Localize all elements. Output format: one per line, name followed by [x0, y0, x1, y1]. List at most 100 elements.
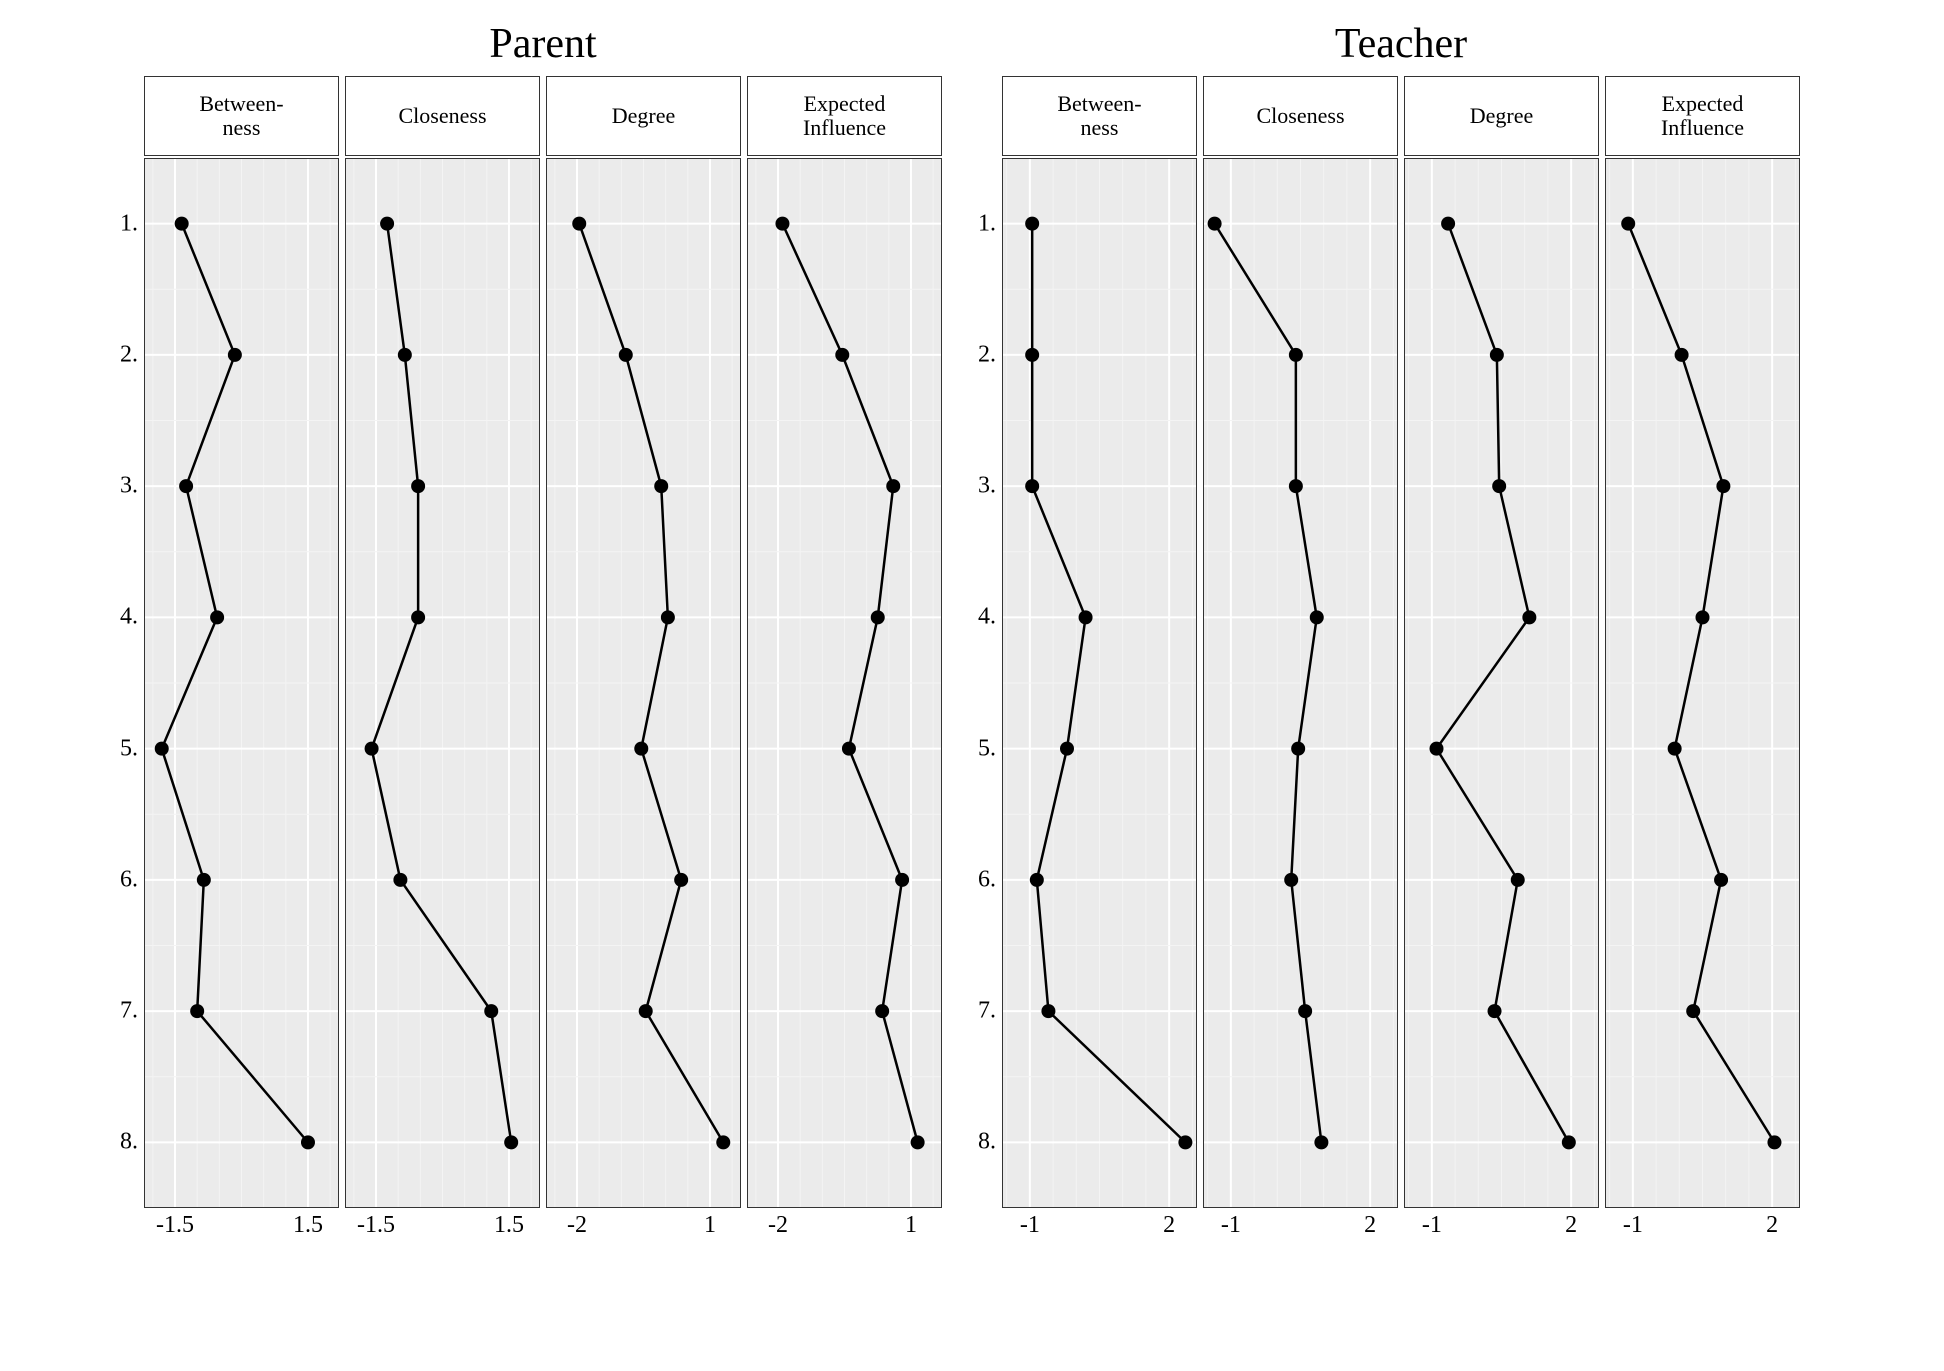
data-point: [895, 873, 909, 887]
data-point: [1208, 217, 1222, 231]
data-point: [1696, 610, 1710, 624]
data-point: [228, 348, 242, 362]
panel-strip-label: Expected Influence: [747, 76, 942, 156]
panel-svg: [1203, 158, 1398, 1208]
panel-strip-label: Closeness: [1203, 76, 1398, 156]
x-tick-label: 2: [1565, 1208, 1577, 1239]
data-point: [1492, 479, 1506, 493]
data-point: [393, 873, 407, 887]
y-tick-label: 5.: [120, 735, 144, 762]
data-point: [1522, 610, 1536, 624]
y-tick-label: 6.: [978, 866, 1002, 893]
data-point: [1289, 479, 1303, 493]
data-point: [210, 610, 224, 624]
panel-svg: [546, 158, 741, 1208]
panel-svg: [345, 158, 540, 1208]
x-tick-label: 1: [704, 1208, 716, 1239]
data-point: [380, 217, 394, 231]
data-point: [1314, 1135, 1328, 1149]
data-point: [674, 873, 688, 887]
data-point: [1716, 479, 1730, 493]
y-tick-label: 4.: [120, 604, 144, 631]
y-tick-label: 1.: [978, 210, 1002, 237]
data-point: [886, 479, 900, 493]
plot-area: -21: [747, 158, 942, 1208]
x-tick-label: -2: [768, 1208, 788, 1239]
x-tick-label: 2: [1163, 1208, 1175, 1239]
x-tick-label: 1.5: [494, 1208, 524, 1239]
data-point: [398, 348, 412, 362]
y-tick-label: 5.: [978, 735, 1002, 762]
x-tick-label: 2: [1766, 1208, 1778, 1239]
data-point: [1668, 742, 1682, 756]
data-point: [1289, 348, 1303, 362]
data-point: [775, 217, 789, 231]
data-point: [1298, 1004, 1312, 1018]
y-tick-label: 7.: [120, 998, 144, 1025]
data-point: [1621, 217, 1635, 231]
panel: Between- ness1.2.3.4.5.6.7.8.-12: [1002, 76, 1197, 1208]
data-point: [842, 742, 856, 756]
data-point: [1284, 873, 1298, 887]
data-point: [1511, 873, 1525, 887]
panel-strip-label: Between- ness: [1002, 76, 1197, 156]
plot-area: -12: [1203, 158, 1398, 1208]
panel: Degree-21: [546, 76, 741, 1208]
x-tick-label: -1: [1623, 1208, 1643, 1239]
chart-row: ParentBetween- ness1.2.3.4.5.6.7.8.-1.51…: [20, 20, 1924, 1208]
data-point: [1488, 1004, 1502, 1018]
x-tick-label: -1: [1221, 1208, 1241, 1239]
data-point: [639, 1004, 653, 1018]
data-point: [411, 610, 425, 624]
y-tick-label: 3.: [120, 473, 144, 500]
group-title: Parent: [489, 20, 596, 68]
x-tick-label: 1: [905, 1208, 917, 1239]
data-point: [411, 479, 425, 493]
panel-svg: [1605, 158, 1800, 1208]
data-point: [1025, 348, 1039, 362]
data-point: [197, 873, 211, 887]
data-point: [1441, 217, 1455, 231]
panel-svg: [1404, 158, 1599, 1208]
data-point: [1675, 348, 1689, 362]
data-point: [1562, 1135, 1576, 1149]
panel-svg: [1002, 158, 1197, 1208]
plot-area: -1.51.5: [345, 158, 540, 1208]
x-tick-label: 1.5: [293, 1208, 323, 1239]
data-point: [1060, 742, 1074, 756]
y-tick-label: 2.: [978, 341, 1002, 368]
chart-group-teacher: TeacherBetween- ness1.2.3.4.5.6.7.8.-12C…: [1002, 20, 1800, 1208]
panel-strip-label: Between- ness: [144, 76, 339, 156]
data-point: [175, 217, 189, 231]
data-point: [179, 479, 193, 493]
data-point: [1686, 1004, 1700, 1018]
panel: Expected Influence-12: [1605, 76, 1800, 1208]
y-tick-label: 6.: [120, 866, 144, 893]
data-point: [1079, 610, 1093, 624]
data-point: [654, 479, 668, 493]
data-point: [716, 1135, 730, 1149]
x-tick-label: -1.5: [156, 1208, 194, 1239]
data-point: [1030, 873, 1044, 887]
x-tick-label: -1: [1020, 1208, 1040, 1239]
panel: Closeness-1.51.5: [345, 76, 540, 1208]
panel-svg: [144, 158, 339, 1208]
data-point: [1767, 1135, 1781, 1149]
panels-container: Between- ness1.2.3.4.5.6.7.8.-1.51.5Clos…: [144, 76, 942, 1208]
data-point: [634, 742, 648, 756]
panel-strip-label: Degree: [1404, 76, 1599, 156]
y-tick-label: 8.: [978, 1129, 1002, 1156]
y-tick-label: 1.: [120, 210, 144, 237]
data-point: [1430, 742, 1444, 756]
data-point: [875, 1004, 889, 1018]
x-tick-label: 2: [1364, 1208, 1376, 1239]
plot-area: 1.2.3.4.5.6.7.8.-12: [1002, 158, 1197, 1208]
panel: Between- ness1.2.3.4.5.6.7.8.-1.51.5: [144, 76, 339, 1208]
panel-strip-label: Closeness: [345, 76, 540, 156]
panel: Expected Influence-21: [747, 76, 942, 1208]
data-point: [301, 1135, 315, 1149]
panel-strip-label: Degree: [546, 76, 741, 156]
panels-container: Between- ness1.2.3.4.5.6.7.8.-12Closenes…: [1002, 76, 1800, 1208]
data-point: [504, 1135, 518, 1149]
data-point: [1178, 1135, 1192, 1149]
